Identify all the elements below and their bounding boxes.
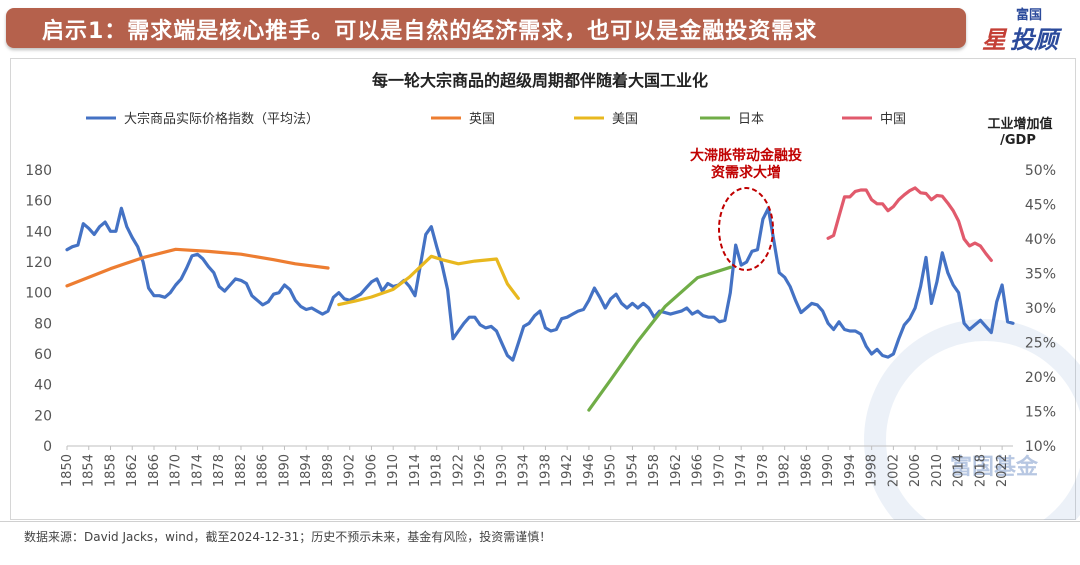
legend-label-1: 英国	[469, 112, 495, 127]
chart-frame	[10, 58, 1076, 520]
y2-tick-1: 15%	[1025, 405, 1056, 421]
x-tick-1978: 1978	[756, 454, 771, 487]
x-tick-1850: 1850	[60, 454, 75, 487]
x-tick-1894: 1894	[299, 454, 314, 487]
logo-text: 投顾	[1010, 26, 1058, 54]
y-tick-140: 140	[25, 224, 52, 240]
legend-label-4: 中国	[880, 112, 906, 127]
y-tick-80: 80	[34, 316, 52, 332]
annotation-line1: 大滞胀带动金融投	[690, 147, 802, 164]
header-banner: 启示1：需求端是核心推手。可以是自然的经济需求，也可以是金融投资需求 富国 星 …	[0, 0, 1080, 54]
y-tick-160: 160	[25, 194, 52, 210]
chart-title: 每一轮大宗商品的超级周期都伴随着大国工业化	[372, 71, 708, 90]
x-tick-2022: 2022	[995, 454, 1010, 487]
x-tick-2018: 2018	[973, 454, 988, 487]
series-line-4	[826, 186, 993, 262]
y2-tick-3: 25%	[1025, 336, 1056, 352]
y2-tick-7: 45%	[1025, 198, 1056, 214]
series-line-2	[337, 254, 520, 307]
x-tick-1858: 1858	[103, 454, 118, 487]
x-tick-1930: 1930	[495, 454, 510, 487]
x-tick-1958: 1958	[647, 454, 662, 487]
x-tick-1862: 1862	[125, 454, 140, 487]
data-source-note: 数据来源：David Jacks，wind，截至2024-12-31；历史不预示…	[24, 530, 552, 544]
x-tick-1982: 1982	[778, 454, 793, 487]
x-tick-1878: 1878	[212, 454, 227, 487]
y-tick-100: 100	[25, 286, 52, 302]
x-tick-2006: 2006	[908, 454, 923, 487]
series-line-3	[587, 265, 732, 412]
x-tick-1898: 1898	[321, 454, 336, 487]
legend-label-0: 大宗商品实际价格指数（平均法）	[124, 111, 319, 127]
x-tick-1966: 1966	[691, 454, 706, 487]
y-tick-60: 60	[34, 347, 52, 363]
watermark-logo	[864, 319, 1080, 520]
x-tick-1870: 1870	[169, 454, 184, 487]
logo-top-text: 富国	[1016, 8, 1043, 23]
y-tick-180: 180	[25, 163, 52, 179]
title-bar	[6, 8, 966, 48]
x-tick-1970: 1970	[712, 454, 727, 487]
x-tick-1854: 1854	[82, 454, 97, 487]
x-tick-1938: 1938	[538, 454, 553, 487]
x-tick-1962: 1962	[669, 454, 684, 487]
y-tick-20: 20	[34, 408, 52, 424]
watermark-text: 富国基金	[950, 454, 1039, 480]
y2-tick-6: 40%	[1025, 232, 1056, 248]
y2-tick-8: 50%	[1025, 163, 1056, 179]
x-tick-1990: 1990	[821, 454, 836, 487]
x-tick-2014: 2014	[952, 454, 967, 487]
x-tick-1906: 1906	[364, 454, 379, 487]
y2-tick-5: 35%	[1025, 267, 1056, 283]
annotation-ellipse	[718, 187, 774, 271]
y-tick-0: 0	[43, 439, 52, 455]
y2-tick-4: 30%	[1025, 301, 1056, 317]
x-tick-1866: 1866	[147, 454, 162, 487]
x-tick-1986: 1986	[799, 454, 814, 487]
x-tick-1922: 1922	[451, 454, 466, 487]
y-tick-120: 120	[25, 255, 52, 271]
x-tick-1942: 1942	[560, 454, 575, 487]
y2-tick-0: 10%	[1025, 439, 1056, 455]
x-tick-1914: 1914	[408, 454, 423, 487]
annotation-line2: 资需求大增	[711, 164, 781, 181]
x-tick-1994: 1994	[843, 454, 858, 487]
legend-label-2: 美国	[612, 112, 638, 127]
page-title: 启示1：需求端是核心推手。可以是自然的经济需求，也可以是金融投资需求	[42, 19, 818, 44]
x-tick-1910: 1910	[386, 454, 401, 487]
legend-label-3: 日本	[738, 112, 764, 127]
x-tick-1902: 1902	[343, 454, 358, 487]
x-tick-1954: 1954	[625, 454, 640, 487]
series-line-0	[65, 206, 1015, 362]
x-tick-1998: 1998	[865, 454, 880, 487]
watermark-ring	[864, 319, 1080, 520]
footer-divider	[0, 521, 1080, 522]
x-tick-1974: 1974	[734, 454, 749, 487]
x-tick-1926: 1926	[473, 454, 488, 487]
series-line-1	[65, 247, 330, 288]
x-tick-1886: 1886	[256, 454, 271, 487]
x-tick-2010: 2010	[930, 454, 945, 487]
right-axis-label-line1: 工业增加值	[987, 116, 1052, 132]
x-tick-1882: 1882	[234, 454, 249, 487]
x-tick-1946: 1946	[582, 454, 597, 487]
x-tick-1950: 1950	[604, 454, 619, 487]
x-tick-1874: 1874	[190, 454, 205, 487]
x-tick-1934: 1934	[517, 454, 532, 487]
x-tick-2002: 2002	[886, 454, 901, 487]
logo-mark: 星	[982, 26, 1006, 54]
right-axis-label-line2: /GDP	[1000, 133, 1036, 148]
x-tick-1918: 1918	[430, 454, 445, 487]
y-tick-40: 40	[34, 378, 52, 394]
y2-tick-2: 20%	[1025, 370, 1056, 386]
chart: 富国基金 每一轮大宗商品的超级周期都伴随着大国工业化大宗商品实际价格指数（平均法）…	[25, 71, 1080, 520]
x-tick-1890: 1890	[277, 454, 292, 487]
